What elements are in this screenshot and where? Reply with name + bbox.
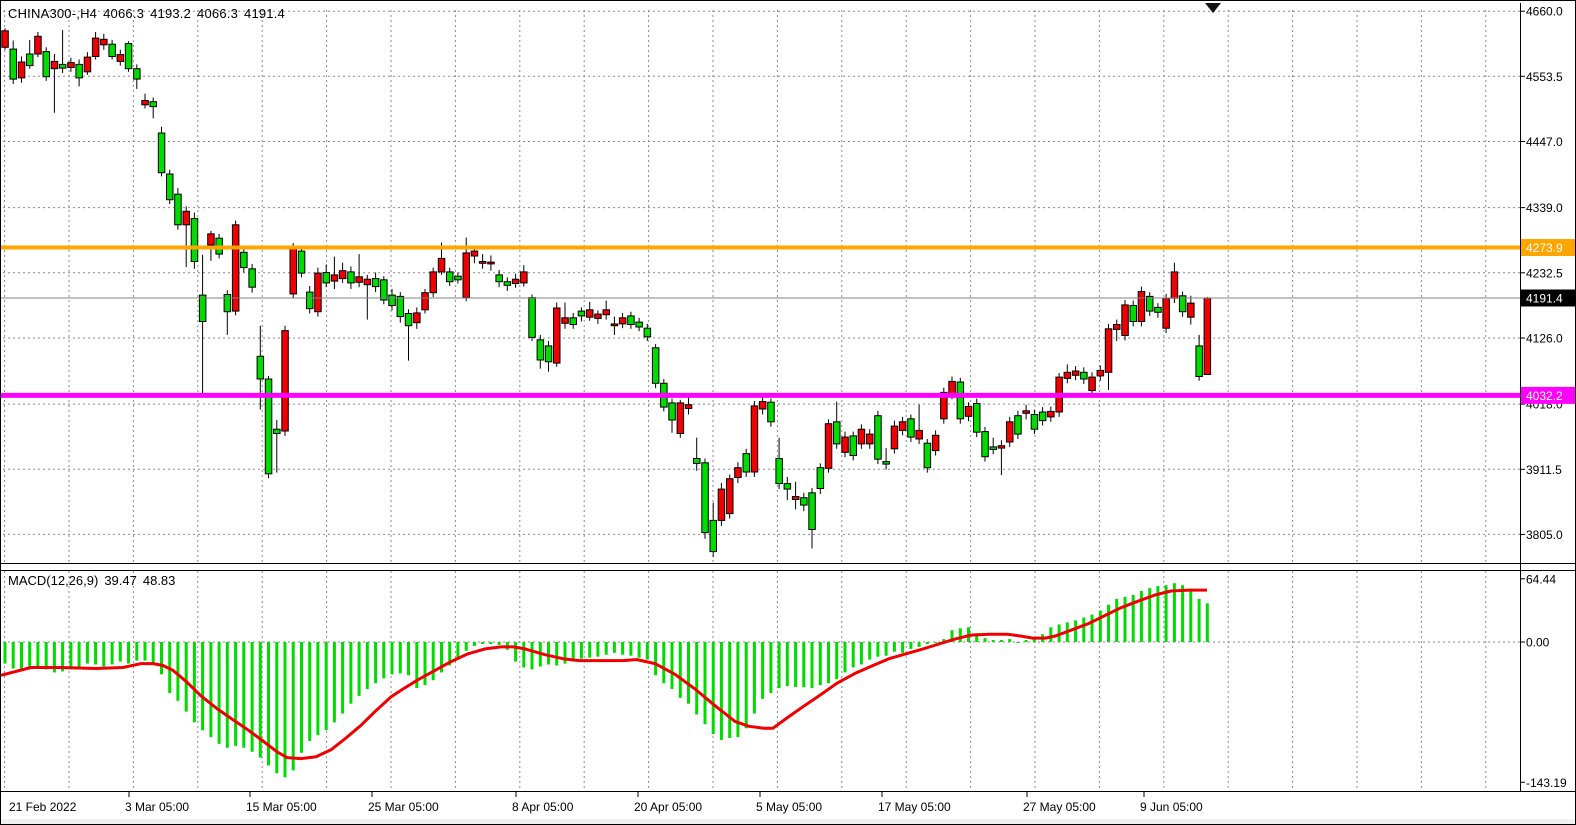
time-axis-label: 5 May 05:00 <box>756 800 822 814</box>
price-axis-label: 4553.5 <box>1526 70 1563 84</box>
macd-axis-label: 0.00 <box>1526 636 1550 650</box>
time-axis-label: 8 Apr 05:00 <box>512 800 574 814</box>
time-axis-label: 15 Mar 05:00 <box>246 800 317 814</box>
time-axis[interactable]: 21 Feb 2022 3 Mar 05:00 15 Mar 05:00 25 Mar… <box>9 792 1203 814</box>
price-axis-label: 4126.0 <box>1526 332 1563 346</box>
resistance-line-price-label: 4273.9 <box>1521 239 1575 256</box>
time-axis-label: 20 Apr 05:00 <box>634 800 702 814</box>
macd-signal-value: 48.83 <box>142 573 176 588</box>
macd-name: MACD(12,26,9) <box>8 573 99 588</box>
bid-line-price-label: 4191.4 <box>1521 289 1575 307</box>
macd-signal-line <box>1 588 1207 761</box>
svg-text:4191.4: 4191.4 <box>1526 292 1563 306</box>
time-axis-label: 21 Feb 2022 <box>9 800 77 814</box>
symbol-period-label: CHINA300-,H4 <box>8 6 98 21</box>
macd-axis-label: 64.44 <box>1526 572 1556 586</box>
time-axis-label: 25 Mar 05:00 <box>368 800 439 814</box>
macd-main-value: 39.47 <box>104 573 137 588</box>
macd-axis-label: -143.19 <box>1526 776 1567 790</box>
time-axis-label: 17 May 05:00 <box>878 800 951 814</box>
price-axis-label: 4660.0 <box>1526 5 1563 19</box>
price-axis-label: 3805.0 <box>1526 528 1563 542</box>
support-line-price-label: 4032.2 <box>1521 386 1575 404</box>
grid <box>3 10 1520 791</box>
time-axis-label: 9 Jun 05:00 <box>1140 800 1203 814</box>
time-axis-label: 27 May 05:00 <box>1023 800 1096 814</box>
chart-shift-marker-icon[interactable] <box>1205 3 1221 13</box>
ohlc-close: 4191.4 <box>244 6 285 21</box>
time-axis-label: 3 Mar 05:00 <box>125 800 189 814</box>
price-axis-label: 4447.0 <box>1526 135 1563 149</box>
ohlc-low: 4066.3 <box>197 6 239 21</box>
macd-indicator-label: MACD(12,26,9) 39.47 48.83 <box>8 573 175 588</box>
ohlc-high: 4193.2 <box>150 6 192 21</box>
panel-borders <box>1 3 1575 792</box>
window-bottom-edge <box>1 819 1575 824</box>
symbol-title: CHINA300-,H4 4066.3 4193.2 4066.3 4191.4 <box>8 6 285 21</box>
ohlc-open: 4066.3 <box>103 6 145 21</box>
candlestick-series <box>1 28 1212 558</box>
svg-text:4273.9: 4273.9 <box>1526 241 1563 255</box>
price-axis-label: 4339.0 <box>1526 201 1563 215</box>
svg-text:4032.2: 4032.2 <box>1526 389 1563 403</box>
price-axis-label: 4232.5 <box>1526 266 1563 280</box>
price-axis-label: 3911.5 <box>1526 463 1562 477</box>
price-axis[interactable]: 4660.04553.54447.04339.04232.54126.04018… <box>1520 5 1576 790</box>
